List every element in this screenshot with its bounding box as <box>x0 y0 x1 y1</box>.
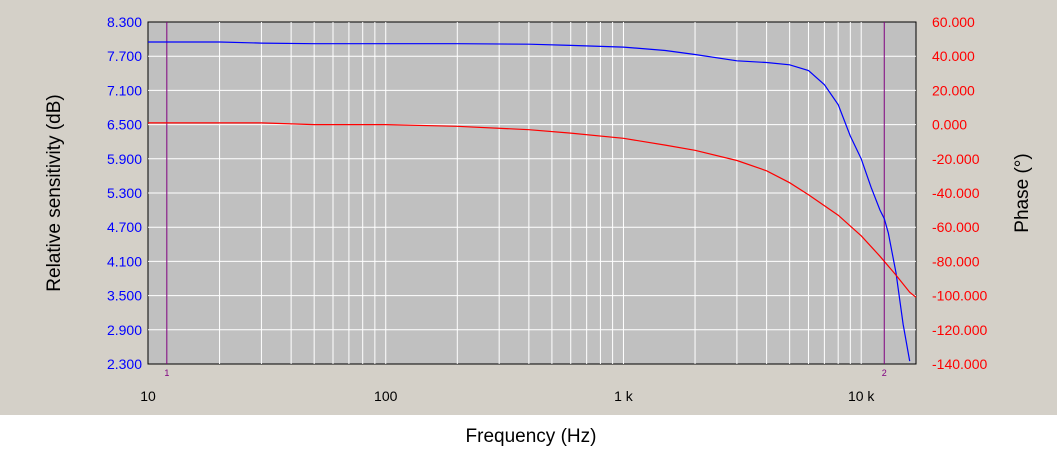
y-left-tick-label: 5.300 <box>107 185 142 201</box>
tick-labels: 8.300 7.700 7.100 6.500 5.900 5.300 4.700 4.100… <box>107 14 988 404</box>
y-left-tick-label: 7.100 <box>107 82 142 98</box>
y-right-tick-label: 40.000 <box>932 48 975 64</box>
y-left-tick-label: 5.900 <box>107 151 142 167</box>
y-right-tick-label: -100.000 <box>932 288 987 304</box>
y-right-tick-label: -60.000 <box>932 219 980 235</box>
y-left-tick-label: 3.500 <box>107 288 142 304</box>
y-left-tick-label: 2.300 <box>107 356 142 372</box>
y-left-tick-label: 4.100 <box>107 253 142 269</box>
y-right-tick-label: -140.000 <box>932 356 987 372</box>
y-axis-right-title: Phase (°) <box>1012 153 1033 232</box>
y-right-tick-label: -80.000 <box>932 253 980 269</box>
y-right-tick-label: 0.000 <box>932 117 967 133</box>
x-tick-label: 10 <box>140 388 156 404</box>
y-left-tick-label: 7.700 <box>107 48 142 64</box>
y-left-tick-label: 4.700 <box>107 219 142 235</box>
x-tick-label: 10 k <box>848 388 875 404</box>
cursor-marker-label: 1 <box>164 368 169 378</box>
y-right-tick-label: -40.000 <box>932 185 980 201</box>
y-axis-left-title: Relative sensitivity (dB) <box>44 94 65 291</box>
cursor-marker-label: 2 <box>882 368 887 378</box>
y-left-tick-label: 6.500 <box>107 117 142 133</box>
sensitivity-series-line <box>148 41 911 362</box>
y-left-tick-label: 8.300 <box>107 14 142 30</box>
series-layer <box>148 41 917 362</box>
phase-series-line <box>148 122 917 298</box>
y-right-tick-label: -120.000 <box>932 322 987 338</box>
x-axis-title: Frequency (Hz) <box>466 426 597 447</box>
x-tick-label: 1 k <box>614 388 634 404</box>
grid <box>148 22 916 364</box>
y-right-tick-label: 60.000 <box>932 14 975 30</box>
y-right-tick-label: 20.000 <box>932 82 975 98</box>
x-tick-label: 100 <box>374 388 398 404</box>
y-right-tick-label: -20.000 <box>932 151 980 167</box>
y-left-tick-label: 2.900 <box>107 322 142 338</box>
